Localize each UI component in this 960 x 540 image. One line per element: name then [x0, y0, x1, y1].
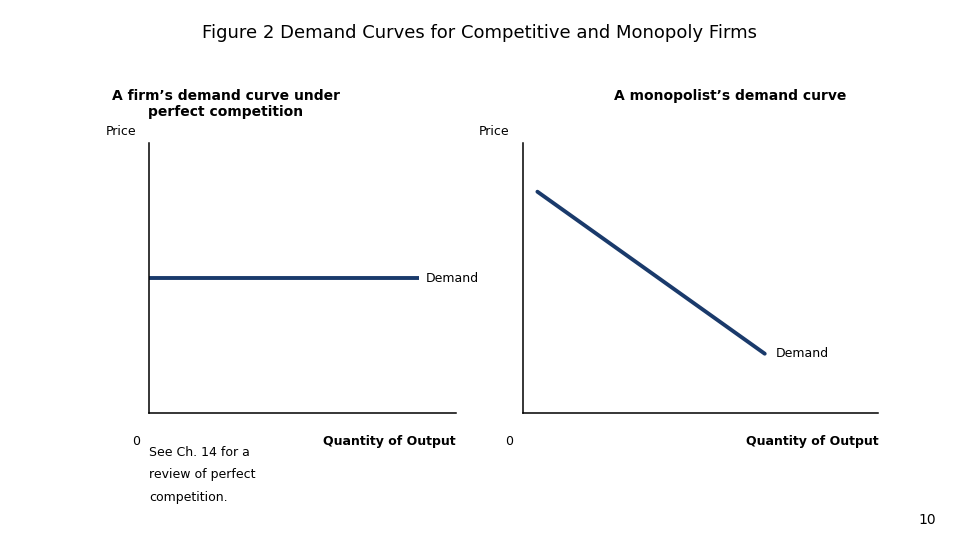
Text: Price: Price — [478, 125, 509, 138]
Text: 0: 0 — [132, 435, 140, 448]
Text: Quantity of Output: Quantity of Output — [746, 435, 878, 448]
Text: competition.: competition. — [149, 491, 228, 504]
Text: Figure 2 Demand Curves for Competitive and Monopoly Firms: Figure 2 Demand Curves for Competitive a… — [203, 24, 757, 42]
Text: 10: 10 — [919, 512, 936, 526]
Text: review of perfect: review of perfect — [149, 468, 255, 481]
Text: A monopolist’s demand curve: A monopolist’s demand curve — [614, 89, 847, 103]
Text: Demand: Demand — [776, 347, 828, 360]
Text: Price: Price — [106, 125, 136, 138]
Text: Demand: Demand — [425, 272, 478, 285]
Text: See Ch. 14 for a: See Ch. 14 for a — [149, 446, 250, 458]
Text: perfect competition: perfect competition — [148, 105, 303, 119]
Text: A firm’s demand curve under: A firm’s demand curve under — [111, 89, 340, 103]
Text: Quantity of Output: Quantity of Output — [324, 435, 456, 448]
Text: 0: 0 — [505, 435, 513, 448]
